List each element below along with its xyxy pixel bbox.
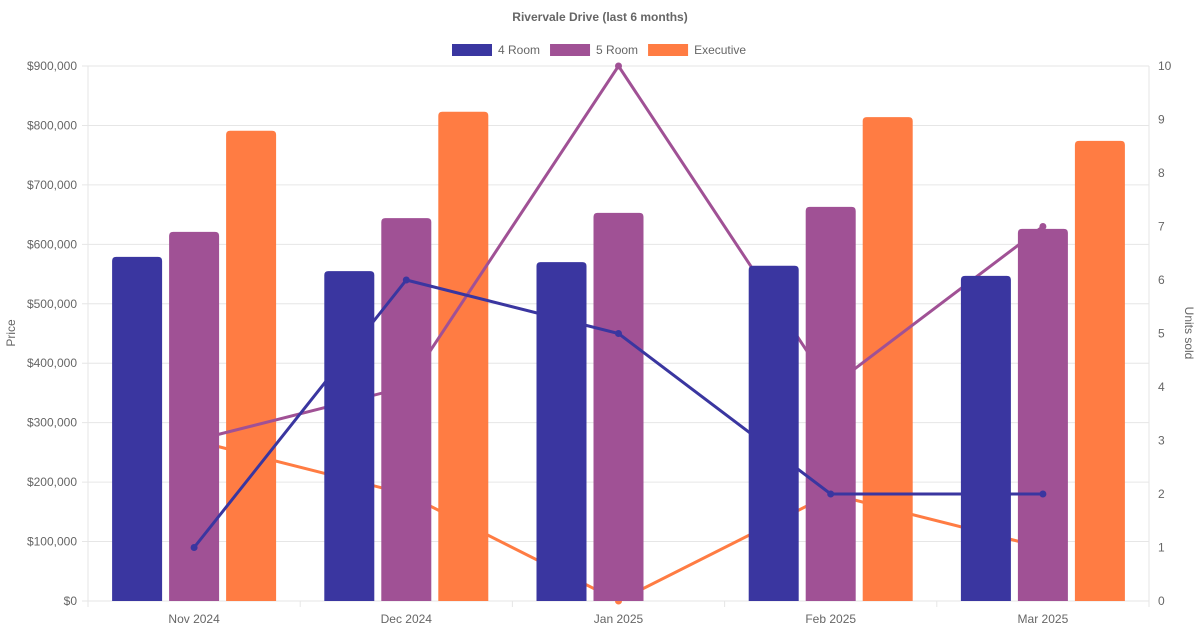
y-tick-label: $0 [64, 594, 78, 608]
price-bar [226, 130, 277, 602]
y2-tick-label: 9 [1158, 113, 1165, 127]
legend-label: Executive [694, 43, 746, 57]
y2-tick-label: 4 [1158, 380, 1165, 394]
x-tick-label: Feb 2025 [805, 612, 856, 626]
y-tick-label: $500,000 [27, 297, 77, 311]
legend: 4 Room 5 Room Executive [452, 43, 746, 57]
y-tick-label: $300,000 [27, 416, 77, 430]
price-bar [381, 218, 432, 601]
marks [112, 62, 1125, 605]
units-point [1039, 490, 1047, 498]
y2-tick-label: 2 [1158, 487, 1165, 501]
price-bar [593, 212, 644, 602]
y2-tick-label: 5 [1158, 327, 1165, 341]
price-bar [748, 265, 799, 601]
y-axis-label: Price [4, 319, 18, 347]
y2-tick-label: 1 [1158, 541, 1165, 555]
price-bar [112, 256, 163, 601]
series-4-room [112, 256, 1047, 601]
legend-swatch [648, 44, 689, 56]
y2-tick-label: 0 [1158, 594, 1165, 608]
price-bar [438, 111, 489, 602]
price-bar [536, 262, 587, 601]
units-point [1039, 223, 1047, 230]
y-tick-label: $400,000 [27, 356, 77, 370]
price-bar [805, 206, 856, 601]
y2-tick-label: 10 [1158, 59, 1172, 73]
units-point [827, 490, 835, 498]
price-bar [169, 231, 220, 601]
y2-tick-label: 7 [1158, 220, 1165, 234]
units-point [615, 62, 622, 70]
legend-label: 5 Room [596, 43, 638, 57]
legend-label: 4 Room [498, 43, 540, 57]
axes: $0 $100,000 $200,000 $300,000 $400,000 $500,0… [27, 59, 1172, 626]
y-tick-label: $600,000 [27, 237, 77, 251]
y2-tick-label: 3 [1158, 434, 1165, 448]
x-tick-label: Mar 2025 [1018, 612, 1069, 626]
price-bar [1074, 140, 1125, 601]
y2-axis-label: Units sold [1182, 307, 1196, 360]
x-tick-label: Jan 2025 [594, 612, 644, 626]
x-tick-label: Nov 2024 [168, 612, 220, 626]
units-point [615, 330, 622, 337]
price-bar [862, 117, 913, 601]
price-bar [324, 271, 375, 601]
series-5-room [169, 62, 1068, 602]
y2-tick-label: 8 [1158, 166, 1165, 180]
y-tick-label: $200,000 [27, 475, 77, 489]
legend-swatch [452, 44, 492, 56]
chart-title: Rivervale Drive (last 6 months) [512, 10, 687, 24]
price-bar [1017, 228, 1068, 601]
units-point [402, 276, 410, 284]
units-point [190, 544, 198, 551]
price-bar [960, 275, 1011, 601]
legend-swatch [550, 44, 591, 56]
y-tick-label: $800,000 [27, 118, 77, 132]
y-tick-label: $100,000 [27, 535, 77, 549]
x-tick-label: Dec 2024 [381, 612, 433, 626]
series-executive [190, 111, 1125, 605]
y-tick-label: $700,000 [27, 178, 77, 192]
y2-tick-label: 6 [1158, 273, 1165, 287]
y-tick-label: $900,000 [27, 59, 77, 73]
